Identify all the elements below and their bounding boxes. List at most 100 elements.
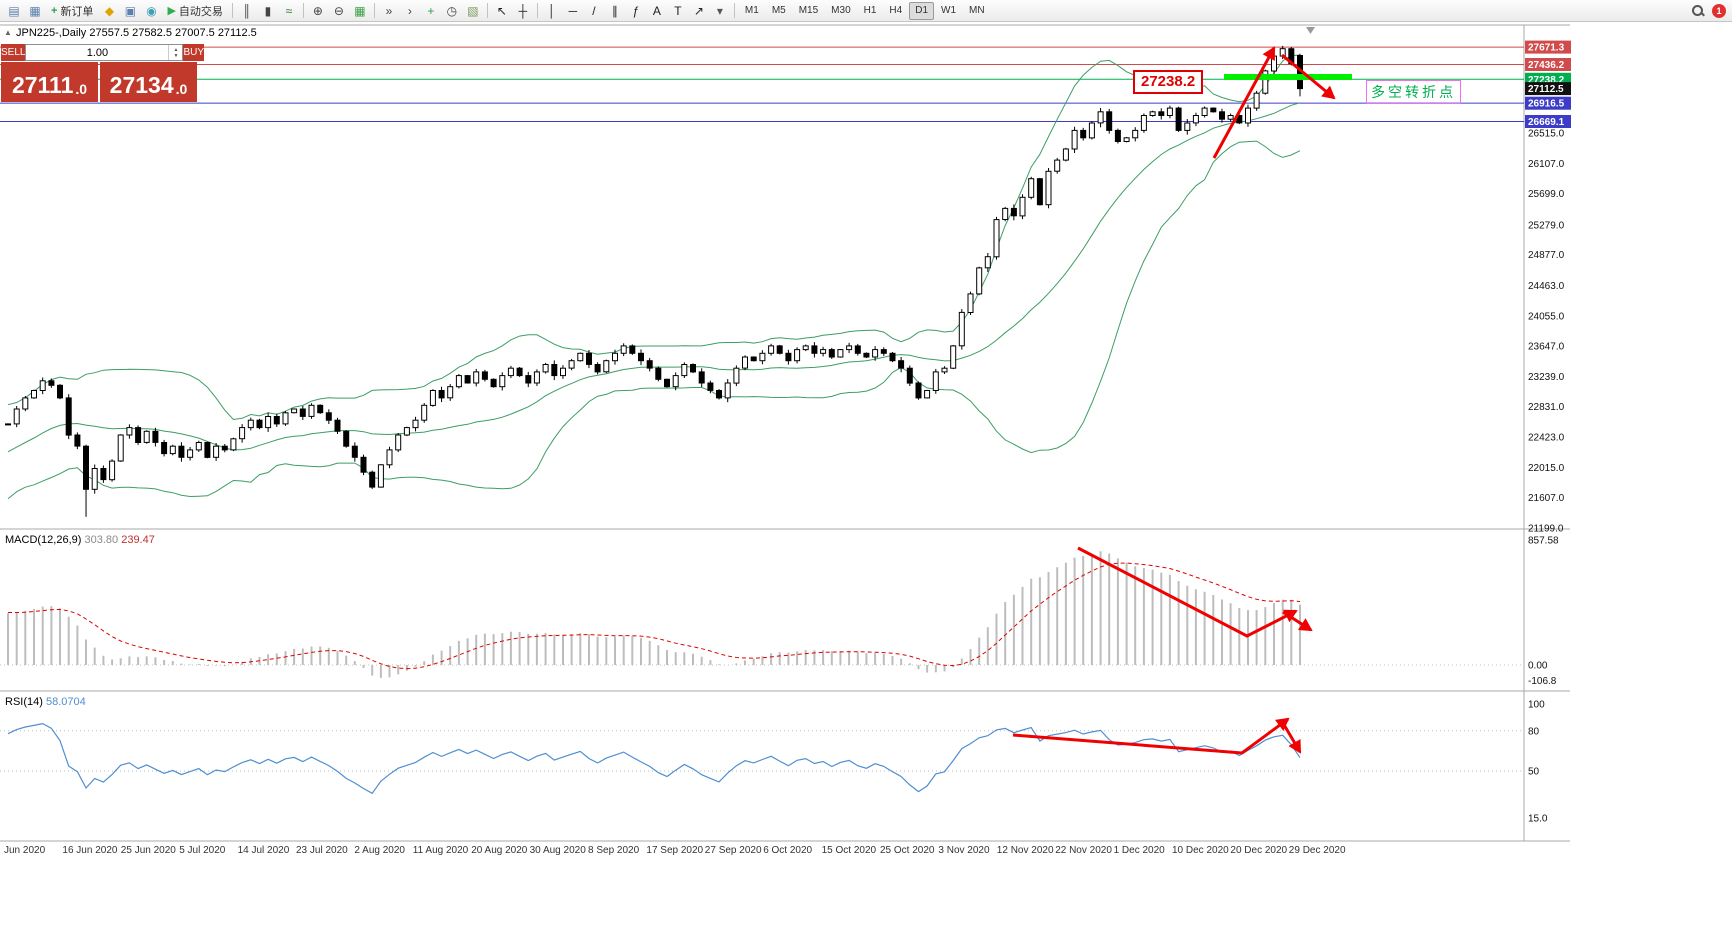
candle xyxy=(620,345,627,354)
history-center-icon[interactable]: ◉ xyxy=(146,3,157,18)
candle xyxy=(412,419,419,429)
macd-trend-arrow[interactable] xyxy=(1077,546,1298,638)
candle xyxy=(872,349,879,358)
trendline-icon[interactable]: / xyxy=(592,3,596,18)
tools-dropdown-icon[interactable]: ▾ xyxy=(716,3,723,18)
price-label-text: 26669.1 xyxy=(1528,117,1565,128)
candle xyxy=(672,375,679,388)
sell-price-button[interactable]: 27111 .0 xyxy=(1,62,98,102)
candle xyxy=(984,256,991,269)
tile-windows-icon[interactable]: ▦ xyxy=(354,3,366,18)
timeframe-m30[interactable]: M30 xyxy=(831,4,851,16)
line-chart-icon[interactable]: ≈ xyxy=(285,3,293,18)
price-scale-tick: 22831.0 xyxy=(1528,402,1565,413)
candle xyxy=(169,445,176,455)
arrows-tool-icon[interactable]: ↗ xyxy=(693,3,704,18)
candle xyxy=(109,460,116,481)
templates-icon[interactable]: ▧ xyxy=(467,3,479,18)
price-callout-box[interactable]: 27238.2 xyxy=(1133,70,1204,94)
indicators-list-icon[interactable]: + xyxy=(427,3,435,18)
chart-shift-icon[interactable]: › xyxy=(407,3,412,18)
chart-shift-marker[interactable] xyxy=(1306,27,1315,34)
zoom-in-icon[interactable]: ⊕ xyxy=(312,3,323,18)
timeframe-m1[interactable]: M1 xyxy=(744,4,759,16)
macd-signal-line xyxy=(8,562,1301,670)
new-chart-icon[interactable]: ▤ xyxy=(8,3,20,18)
timeframe-w1[interactable]: W1 xyxy=(941,4,957,16)
date-axis-label: 25 Oct 2020 xyxy=(880,845,935,856)
sell-price-frac: .0 xyxy=(75,80,88,97)
period-clock-icon[interactable]: ◷ xyxy=(446,3,458,18)
timeframe-d1[interactable]: D1 xyxy=(909,1,935,20)
search-icon[interactable] xyxy=(1691,4,1705,18)
rsi-trend-arrow[interactable] xyxy=(1012,717,1290,755)
candle xyxy=(187,449,194,458)
vertical-line-icon[interactable]: │ xyxy=(548,3,556,18)
fibonacci-icon[interactable]: ƒ xyxy=(632,3,640,18)
toolbar-separator xyxy=(486,3,488,18)
candle xyxy=(1080,129,1087,139)
candle xyxy=(1184,122,1191,131)
notification-badge[interactable]: 1 xyxy=(1712,3,1726,18)
candle xyxy=(1123,137,1130,143)
text-icon[interactable]: A xyxy=(652,3,661,18)
autotrading-button-icon: ▶ xyxy=(167,5,176,17)
timeframe-h1[interactable]: H1 xyxy=(863,4,877,16)
price-label-box xyxy=(1525,82,1571,96)
macd-arrow-down[interactable] xyxy=(1282,610,1313,632)
lot-increase-icon[interactable]: ▲ xyxy=(173,46,179,53)
cursor-icon[interactable]: ↖ xyxy=(496,3,507,18)
new-order-button[interactable]: + 新订单 xyxy=(46,2,98,20)
horizontal-line-icon[interactable]: ─ xyxy=(568,3,578,18)
candle xyxy=(247,419,254,429)
candle xyxy=(724,382,731,399)
candle xyxy=(507,367,514,377)
lot-size-input[interactable] xyxy=(26,45,169,60)
candle xyxy=(568,360,575,369)
candle xyxy=(1201,107,1208,116)
profiles-icon[interactable]: ▦ xyxy=(29,3,41,18)
zoom-out-icon[interactable]: ⊖ xyxy=(333,3,344,18)
panel-collapse-icon[interactable]: ▲ xyxy=(4,28,12,37)
timeframe-mn[interactable]: MN xyxy=(969,4,985,16)
date-axis-label: 17 Sep 2020 xyxy=(646,845,703,856)
macd-pane-label: MACD(12,26,9) 303.80 239.47 xyxy=(5,534,155,546)
bollinger-band-upper xyxy=(7,54,1301,421)
rsi-arrow-down[interactable] xyxy=(1281,722,1302,754)
indicator-diamond-icon[interactable]: ◆ xyxy=(104,3,115,18)
trend-arrow-down[interactable] xyxy=(1281,53,1336,100)
candle xyxy=(1140,115,1147,131)
auto-scroll-icon[interactable]: » xyxy=(385,3,393,18)
buy-button[interactable]: BUY xyxy=(183,44,205,61)
candle xyxy=(1158,111,1165,117)
candle xyxy=(481,371,488,380)
text-label-icon[interactable]: T xyxy=(674,3,682,18)
candlestick-chart-icon[interactable]: ▮ xyxy=(264,3,272,18)
buy-price-button[interactable]: 27134 .0 xyxy=(100,62,197,102)
timeframe-m15[interactable]: M15 xyxy=(798,4,819,16)
candle xyxy=(638,352,644,362)
candle xyxy=(369,471,376,488)
candle xyxy=(438,390,445,399)
turning-point-label[interactable]: 多空转折点 xyxy=(1366,80,1461,104)
lot-stepper[interactable]: ▲ ▼ xyxy=(168,45,182,60)
timeframe-m5[interactable]: M5 xyxy=(771,4,786,16)
equidistant-channel-icon[interactable]: ∥ xyxy=(611,3,618,18)
timeframe-h4[interactable]: H4 xyxy=(889,4,903,16)
candle xyxy=(1054,159,1061,172)
sell-button[interactable]: SELL xyxy=(1,44,26,61)
rsi-value: 58.0704 xyxy=(45,696,86,708)
bar-chart-icon[interactable]: ║ xyxy=(242,3,252,18)
autotrading-button[interactable]: ▶ 自动交易 xyxy=(162,2,227,20)
candle xyxy=(1045,170,1052,206)
trend-arrow-up[interactable] xyxy=(1212,46,1276,159)
candle xyxy=(204,442,211,458)
toolbar-separator xyxy=(536,3,538,18)
candle xyxy=(464,375,471,384)
date-axis-label: 1 Dec 2020 xyxy=(1114,845,1166,856)
candle xyxy=(65,397,72,436)
lot-decrease-icon[interactable]: ▼ xyxy=(173,52,179,59)
depth-of-market-icon[interactable]: ▣ xyxy=(124,3,137,18)
crosshair-icon[interactable]: ┼ xyxy=(518,3,528,18)
